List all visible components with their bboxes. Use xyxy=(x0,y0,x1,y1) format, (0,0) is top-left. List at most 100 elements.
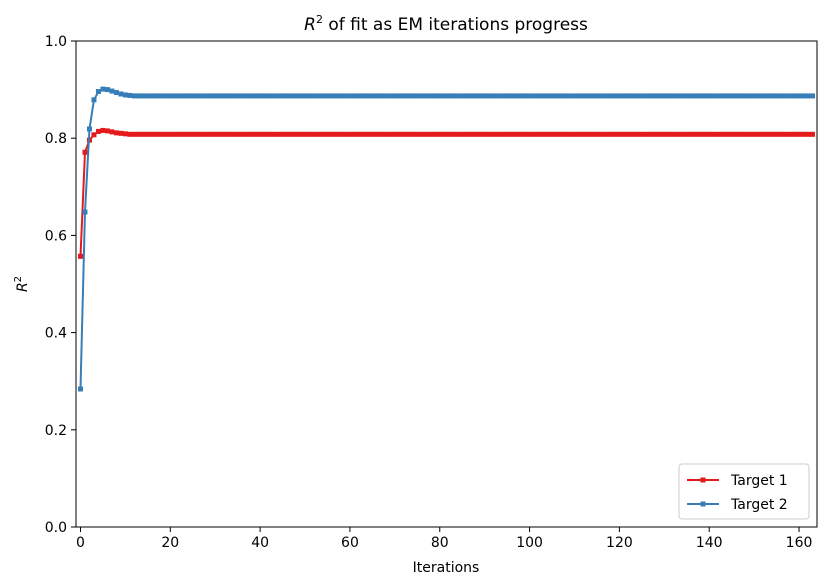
data-point xyxy=(657,93,663,99)
data-point xyxy=(652,131,658,137)
data-point xyxy=(302,131,308,137)
legend: Target 1 Target 2 xyxy=(678,463,810,520)
x-axis: 0 20 40 60 80 100 120 140 160 xyxy=(76,527,812,551)
data-point xyxy=(401,131,407,137)
data-point xyxy=(383,93,389,99)
data-point xyxy=(536,93,542,99)
data-point xyxy=(122,92,128,98)
data-point xyxy=(639,131,645,137)
data-point xyxy=(419,131,425,137)
y-tick-label-0: 0.0 xyxy=(45,520,67,536)
data-point xyxy=(104,128,110,134)
data-point xyxy=(145,131,151,137)
data-point xyxy=(280,131,286,137)
data-point xyxy=(257,131,263,137)
data-point xyxy=(594,93,600,99)
data-point xyxy=(316,131,322,137)
data-point xyxy=(684,131,690,137)
data-point xyxy=(365,131,371,137)
y-axis: 0.0 0.2 0.4 0.6 0.8 1.0 xyxy=(45,34,76,536)
data-point xyxy=(356,131,362,137)
data-point xyxy=(774,93,780,99)
x-axis-label: Iterations xyxy=(413,560,480,576)
data-point xyxy=(598,131,604,137)
data-point xyxy=(603,93,609,99)
data-point xyxy=(387,131,393,137)
data-point xyxy=(634,131,640,137)
data-point xyxy=(194,93,200,99)
data-point xyxy=(810,93,816,99)
data-point xyxy=(455,93,461,99)
x-tick-label-120: 120 xyxy=(606,535,633,551)
data-point xyxy=(446,131,452,137)
data-point xyxy=(163,93,169,99)
data-point xyxy=(558,93,564,99)
data-point xyxy=(127,92,133,98)
data-point xyxy=(459,93,465,99)
data-point xyxy=(643,93,649,99)
data-point xyxy=(720,93,726,99)
data-point xyxy=(284,93,290,99)
data-point xyxy=(747,93,753,99)
data-point xyxy=(262,131,268,137)
data-point xyxy=(226,93,232,99)
data-point xyxy=(289,131,295,137)
data-point xyxy=(603,131,609,137)
data-point xyxy=(796,131,802,137)
data-point xyxy=(410,131,416,137)
data-point xyxy=(554,131,560,137)
data-point xyxy=(163,131,169,137)
data-point xyxy=(576,93,582,99)
data-point xyxy=(414,93,420,99)
data-point xyxy=(194,131,200,137)
data-point xyxy=(82,149,88,155)
data-point xyxy=(369,93,375,99)
data-point xyxy=(733,131,739,137)
data-point xyxy=(405,93,411,99)
data-point xyxy=(167,93,173,99)
data-point xyxy=(77,253,83,259)
chart-title: R2 of fit as EM iterations progress xyxy=(304,13,588,35)
data-point xyxy=(657,131,663,137)
data-point xyxy=(643,131,649,137)
data-point xyxy=(158,131,164,137)
data-point xyxy=(316,93,322,99)
data-point xyxy=(432,93,438,99)
data-point xyxy=(810,131,816,137)
data-point xyxy=(612,131,618,137)
data-point xyxy=(333,93,339,99)
data-point xyxy=(706,131,712,137)
data-point xyxy=(787,93,793,99)
data-point xyxy=(437,93,443,99)
data-point xyxy=(580,131,586,137)
data-point xyxy=(226,131,232,137)
data-point xyxy=(648,131,654,137)
data-point xyxy=(756,131,762,137)
data-point xyxy=(113,130,119,136)
data-point xyxy=(729,93,735,99)
data-point xyxy=(235,93,241,99)
data-point xyxy=(450,93,456,99)
data-point xyxy=(199,93,205,99)
data-point xyxy=(77,386,83,392)
data-point xyxy=(235,131,241,137)
data-point xyxy=(630,93,636,99)
data-point xyxy=(365,93,371,99)
data-point xyxy=(756,93,762,99)
data-point xyxy=(580,93,586,99)
data-point xyxy=(248,131,254,137)
data-point xyxy=(239,131,245,137)
data-point xyxy=(473,93,479,99)
data-point xyxy=(589,93,595,99)
data-point xyxy=(401,93,407,99)
data-point xyxy=(298,131,304,137)
data-point xyxy=(266,93,272,99)
data-point xyxy=(549,131,555,137)
series-line-target-1 xyxy=(79,129,813,257)
data-point xyxy=(181,131,187,137)
data-point xyxy=(244,131,250,137)
data-point xyxy=(527,93,533,99)
y-tick-label-2: 0.4 xyxy=(45,326,67,342)
data-point xyxy=(796,93,802,99)
